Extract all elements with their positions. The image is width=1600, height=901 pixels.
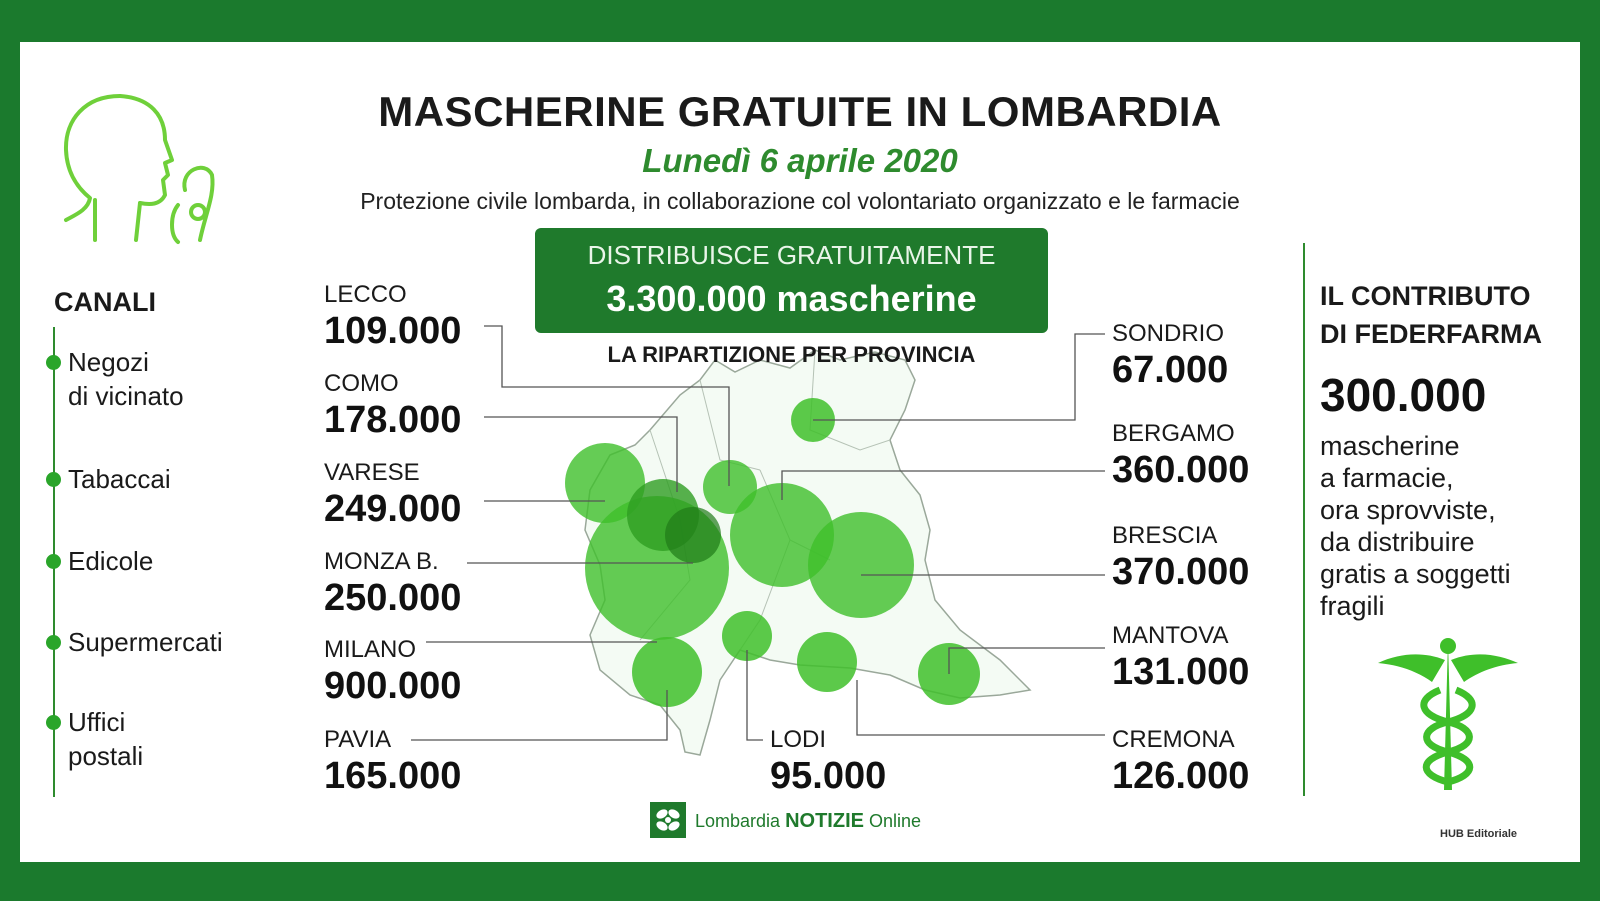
- channel-item: Supermercati: [46, 625, 223, 659]
- distribution-label: DISTRIBUISCE GRATUITAMENTE: [587, 240, 996, 270]
- page-title: MASCHERINE GRATUITE IN LOMBARDIA: [378, 88, 1222, 135]
- province-bubbles: [565, 398, 980, 707]
- federfarma-title: IL CONTRIBUTO DI FEDERFARMA: [1320, 281, 1542, 349]
- logo-text-part2: NOTIZIE: [785, 810, 864, 832]
- distribution-box: DISTRIBUISCE GRATUITAMENTE 3.300.000 mas…: [535, 228, 1048, 333]
- province-value-monza: 250.000: [324, 577, 462, 619]
- federfarma-text: mascherine a farmacie, ora sprovviste, d…: [1320, 431, 1511, 621]
- province-name-monza: MONZA B.: [324, 548, 439, 575]
- channels-title: CANALI: [54, 287, 156, 317]
- province-value-milano: 900.000: [324, 665, 462, 707]
- bullet-icon: [46, 554, 61, 569]
- bullet-icon: [46, 355, 61, 370]
- date-subtitle: Lunedì 6 aprile 2020: [642, 142, 958, 179]
- bullet-icon: [46, 472, 61, 487]
- bullet-icon: [46, 635, 61, 650]
- province-value-brescia: 370.000: [1112, 551, 1250, 593]
- bubble-lodi: [722, 611, 772, 661]
- bubble-bergamo: [730, 483, 834, 587]
- province-value-sondrio: 67.000: [1112, 349, 1229, 391]
- province-value-como: 178.000: [324, 399, 462, 441]
- logo-text-part1: Lombardia: [695, 811, 781, 831]
- province-name-cremona: CREMONA: [1112, 726, 1235, 753]
- bullet-icon: [46, 715, 61, 730]
- channel-item: Uffici postali: [46, 705, 143, 773]
- lombardia-logo-icon: [650, 802, 686, 838]
- province-value-mantova: 131.000: [1112, 651, 1250, 693]
- distribution-total: 3.300.000 mascherine: [606, 278, 977, 319]
- province-name-pavia: PAVIA: [324, 726, 392, 753]
- bubble-brescia: [808, 512, 914, 618]
- bubble-pavia: [632, 637, 702, 707]
- province-name-sondrio: SONDRIO: [1112, 320, 1225, 347]
- federfarma-number: 300.000: [1320, 369, 1487, 421]
- province-name-como: COMO: [324, 370, 399, 397]
- province-name-brescia: BRESCIA: [1112, 522, 1218, 549]
- bubble-varese: [565, 443, 645, 523]
- credit-text: HUB Editoriale: [1440, 828, 1518, 840]
- province-value-bergamo: 360.000: [1112, 449, 1250, 491]
- province-name-mantova: MANTOVA: [1112, 622, 1229, 649]
- province-name-milano: MILANO: [324, 636, 417, 663]
- province-value-lodi: 95.000: [770, 755, 887, 797]
- province-value-pavia: 165.000: [324, 755, 462, 797]
- province-value-lecco: 109.000: [324, 310, 462, 352]
- right-divider: [1303, 243, 1305, 796]
- province-value-cremona: 126.000: [1112, 755, 1250, 797]
- province-name-lodi: LODI: [770, 726, 827, 753]
- province-name-bergamo: BERGAMO: [1112, 420, 1235, 447]
- bubble-cremona: [797, 632, 857, 692]
- subtitle: Protezione civile lombarda, in collabora…: [360, 188, 1240, 214]
- channel-item: Negozi di vicinato: [46, 345, 184, 413]
- province-name-varese: VARESE: [324, 459, 420, 486]
- province-value-varese: 249.000: [324, 488, 462, 530]
- logo-text-part3: Online: [868, 811, 922, 831]
- channel-item: Tabaccai: [46, 462, 171, 496]
- leader-lines: [411, 325, 1105, 741]
- caduceus-icon: [1378, 638, 1518, 790]
- face-mask-icon: [63, 94, 215, 244]
- bubble-monza: [665, 507, 721, 563]
- province-name-lecco: LECCO: [324, 281, 407, 308]
- breakdown-label: LA RIPARTIZIONE PER PROVINCIA: [607, 342, 976, 367]
- channel-item: Edicole: [46, 544, 153, 578]
